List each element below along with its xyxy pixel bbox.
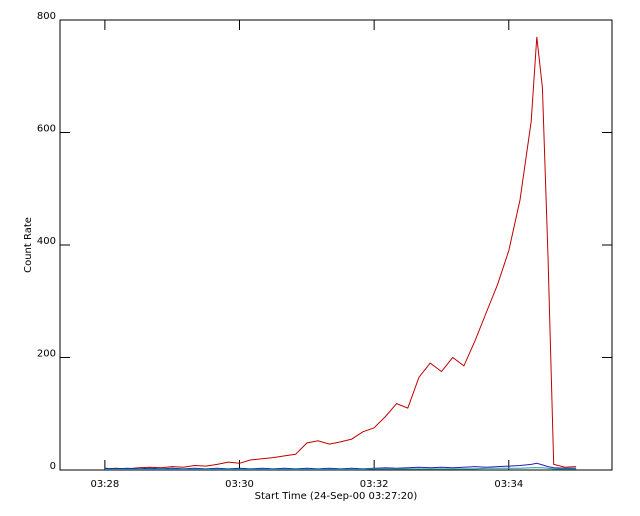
x-tick-label: 03:30	[225, 479, 254, 490]
x-tick-label: 03:28	[90, 479, 119, 490]
x-tick-label: 03:32	[360, 479, 389, 490]
y-tick-label: 0	[50, 461, 56, 472]
y-tick-label: 600	[37, 124, 56, 135]
x-tick-label: 03:34	[494, 479, 523, 490]
y-axis-label: Count Rate	[23, 217, 34, 273]
x-axis-label: Start Time (24-Sep-00 03:27:20)	[255, 491, 418, 502]
series-line	[104, 36, 577, 470]
y-tick-label: 400	[37, 236, 56, 247]
series-line	[104, 467, 577, 470]
series-line	[104, 462, 577, 470]
y-tick-label: 800	[37, 11, 56, 22]
y-tick-label: 200	[37, 349, 56, 360]
